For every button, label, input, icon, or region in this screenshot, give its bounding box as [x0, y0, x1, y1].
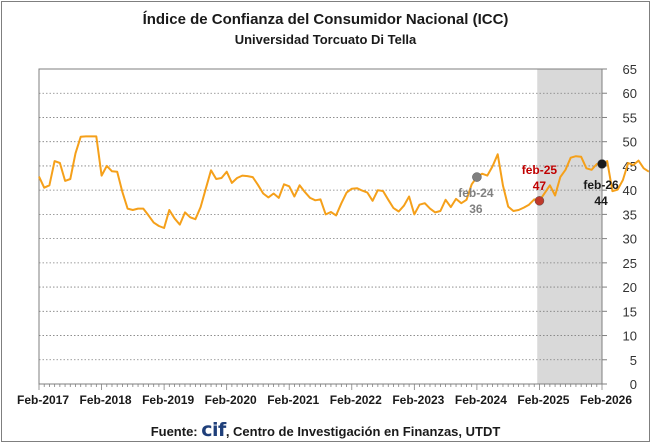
x-tick-label: Feb-2018: [80, 393, 132, 407]
x-tick-label: Feb-2025: [517, 393, 569, 407]
x-tick-label: Feb-2017: [17, 393, 69, 407]
x-tick-label: Feb-2024: [455, 393, 507, 407]
series-line: [38, 135, 649, 229]
shaded-region: [537, 69, 602, 384]
source-prefix: Fuente:: [150, 424, 198, 439]
gridlines: [39, 92, 602, 361]
highlight-point-feb-25: [534, 196, 545, 206]
x-tick-label: Feb-2020: [205, 393, 257, 407]
chart-subtitle: Universidad Torcuato Di Tella: [234, 32, 417, 47]
plot-border: [38, 68, 603, 385]
annotation-label: feb-24: [458, 186, 494, 200]
annotations: feb-24 36 feb-25 47 feb-26 44: [458, 159, 619, 216]
y-tick-label: 60: [623, 86, 637, 101]
x-tick-label: Feb-2019: [142, 393, 194, 407]
annotation-label: feb-25: [522, 163, 558, 177]
annotation-label: feb-26: [583, 178, 619, 192]
y-tick-label: 65: [623, 62, 637, 77]
highlight-point-feb-26: [597, 159, 607, 169]
y-tick-label: 5: [630, 353, 637, 368]
x-tick-label: Feb-2021: [267, 393, 319, 407]
y-tick-label: 35: [623, 207, 637, 222]
y-tick-label: 40: [623, 183, 637, 198]
chart-title: Índice de Confianza del Consumidor Nacio…: [142, 11, 509, 28]
source-note: Fuente: cif, Centro de Investigación en …: [2, 419, 649, 441]
y-tick-label: 25: [623, 256, 637, 271]
y-tick-label: 55: [623, 110, 637, 125]
y-tick-label: 50: [623, 135, 637, 150]
y-tick-label: 20: [623, 280, 637, 295]
y-tick-label: 15: [623, 304, 637, 319]
y-tick-label: 0: [630, 377, 637, 392]
y-tick-label: 10: [623, 329, 637, 344]
annotation-value: 44: [594, 194, 608, 208]
highlight-point-feb-24: [472, 172, 482, 182]
annotation-value: 47: [533, 179, 547, 193]
x-tick-label: Feb-2022: [330, 393, 382, 407]
x-tick-label: Feb-2026: [580, 393, 632, 407]
y-tick-label: 30: [623, 232, 637, 247]
source-text: , Centro de Investigación en Finanzas, U…: [225, 424, 501, 439]
annotation-value: 36: [469, 202, 483, 216]
x-tick-label: Feb-2023: [392, 393, 444, 407]
cif-logo: cif: [201, 419, 226, 441]
x-axis: Feb-2017 Feb-2018 Feb-2019 Feb-2020 Feb-2021…: [17, 384, 632, 407]
